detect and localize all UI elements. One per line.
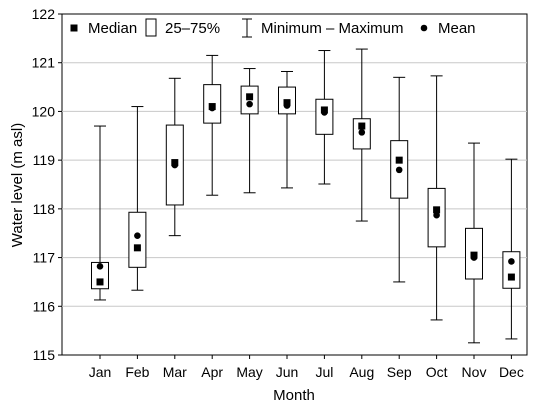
- legend: Median 25–75% Minimum – Maximum Mean: [70, 18, 476, 38]
- plot-area-frame: [61, 13, 528, 356]
- box-jan: [91, 125, 109, 301]
- box-jul: [315, 50, 334, 185]
- y-tick-label: 115: [33, 347, 56, 363]
- x-tick-label: Oct: [426, 364, 448, 380]
- box-feb: [128, 106, 147, 291]
- x-tick-label: Jan: [89, 364, 112, 380]
- median-marker: [395, 156, 403, 164]
- mean-marker: [96, 263, 104, 270]
- box-iqr: [91, 261, 109, 290]
- box-apr: [203, 54, 222, 196]
- mean-marker: [134, 232, 141, 239]
- mean-marker: [433, 211, 440, 219]
- y-axis-ticks: 115 116 117 118 119 120 121 122: [32, 6, 62, 363]
- y-tick-label: 116: [33, 298, 56, 314]
- box-nov: [465, 142, 483, 344]
- mean-marker: [208, 104, 216, 112]
- y-tick-label: 122: [32, 6, 56, 22]
- mean-marker: [321, 109, 328, 116]
- y-tick-label: 117: [33, 250, 56, 266]
- x-tick-label: Jun: [276, 364, 299, 380]
- x-tick-label: May: [236, 364, 262, 380]
- box-iqr: [502, 251, 521, 289]
- median-marker: [433, 206, 441, 214]
- box-aug: [352, 48, 371, 222]
- box-oct: [427, 75, 446, 321]
- x-tick-label: Mar: [163, 364, 187, 380]
- mean-marker: [246, 100, 253, 108]
- legend-label: Median: [88, 20, 137, 37]
- x-tick-label: Feb: [125, 364, 149, 380]
- box-iqr: [315, 98, 334, 135]
- y-axis-label: Water level (m asl): [9, 123, 26, 247]
- legend-item-box: 25–75%: [145, 18, 220, 37]
- x-tick-label: Aug: [349, 364, 374, 380]
- median-marker: [96, 278, 104, 286]
- median-marker: [358, 122, 366, 130]
- legend-item-square: Median: [70, 20, 137, 37]
- box-may: [240, 68, 259, 194]
- legend-label: Mean: [438, 20, 476, 37]
- legend-label: Minimum – Maximum: [261, 20, 404, 37]
- box-jun: [278, 70, 296, 189]
- box-sep: [390, 76, 409, 283]
- y-tick-label: 121: [32, 55, 56, 71]
- mean-marker: [508, 258, 515, 265]
- median-marker: [246, 93, 254, 101]
- y-tick-label: 120: [32, 103, 56, 119]
- legend-box-swatch: [145, 18, 157, 37]
- legend-item-circle: Mean: [420, 20, 476, 37]
- mean-marker: [171, 161, 179, 169]
- mean-marker: [358, 129, 366, 136]
- mean-marker: [470, 254, 478, 261]
- x-axis-ticks: Jan Feb Mar Apr May Jun Jul Aug Sep Oct Nov Dec: [89, 355, 524, 380]
- box-dec: [502, 158, 521, 340]
- legend-mean-swatch: [420, 24, 428, 32]
- legend-median-swatch: [70, 24, 78, 32]
- x-tick-label: Apr: [201, 364, 223, 380]
- x-tick-label: Jul: [315, 364, 333, 380]
- mean-marker: [395, 166, 403, 174]
- x-tick-label: Dec: [499, 364, 524, 380]
- median-marker: [133, 244, 141, 252]
- legend-item-whisker: Minimum – Maximum: [242, 18, 404, 38]
- mean-marker: [283, 102, 291, 109]
- y-tick-label: 119: [33, 152, 56, 168]
- x-axis-label: Month: [273, 387, 315, 404]
- x-tick-label: Sep: [387, 364, 412, 380]
- y-tick-label: 118: [33, 201, 56, 217]
- x-tick-label: Nov: [462, 364, 487, 380]
- box-iqr: [128, 211, 147, 268]
- box-series: [91, 48, 521, 344]
- legend-label: 25–75%: [165, 20, 220, 37]
- median-marker: [507, 273, 515, 281]
- box-mar: [165, 77, 184, 237]
